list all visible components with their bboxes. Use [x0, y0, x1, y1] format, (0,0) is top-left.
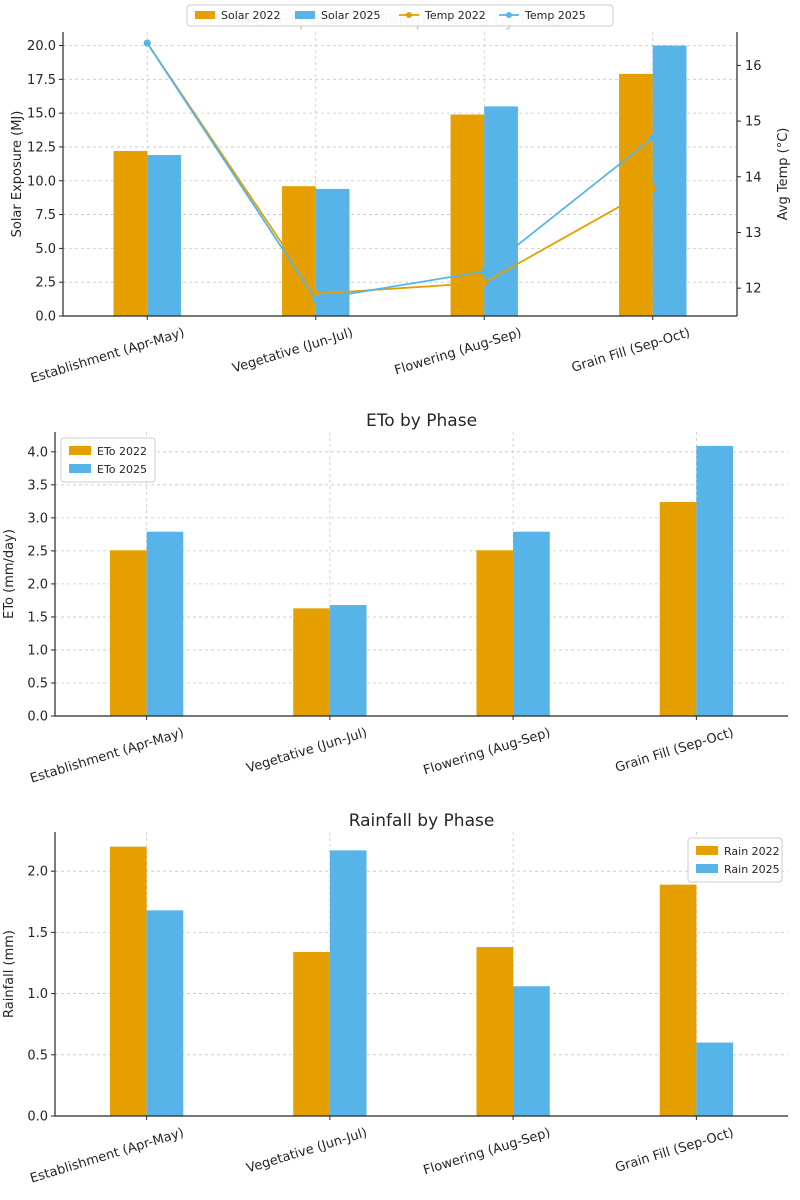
- y-tick-label: 0.5: [27, 676, 48, 691]
- y-tick-label: 2.5: [35, 276, 56, 291]
- y-tick-label: 2.0: [27, 865, 48, 880]
- y2-tick-label: 13: [745, 226, 762, 241]
- x-tick-label: Flowering (Aug-Sep): [422, 725, 553, 778]
- y-tick-label: 5.0: [35, 242, 56, 257]
- line-point: [312, 295, 320, 303]
- y2-tick-label: 15: [745, 115, 762, 130]
- y-tick-label: 20.0: [27, 39, 56, 54]
- legend: Solar 2022 Solar 2025 Temp 2022 Temp 2025: [186, 4, 614, 27]
- x-tick-label: Grain Fill (Sep-Oct): [613, 1125, 735, 1175]
- legend-label: Rain 2022: [724, 845, 780, 858]
- legend-swatch: [295, 11, 315, 19]
- y-axis-label: Solar Exposure (MJ): [10, 111, 25, 238]
- y-tick-label: 1.0: [27, 643, 48, 658]
- bar-rain-2022: [476, 947, 514, 1116]
- legend-swatch: [696, 846, 718, 855]
- y-tick-label: 0.5: [27, 1048, 48, 1063]
- y-tick-label: 0.0: [27, 710, 48, 725]
- x-tick-label: Establishment (Apr-May): [28, 1125, 185, 1186]
- bar-solar-2025: [652, 45, 687, 317]
- y2-tick-label: 12: [745, 282, 762, 297]
- bar-solar-2022: [619, 73, 653, 316]
- x-tick-label: Vegetative (Jun-Jul): [231, 325, 355, 376]
- y-tick-label: 3.5: [27, 478, 48, 493]
- legend-swatch-marker: [406, 12, 412, 18]
- y-tick-label: 3.0: [27, 511, 48, 526]
- y-axis-label: Rainfall (mm): [2, 930, 17, 1018]
- bar-eto-2025: [696, 445, 734, 716]
- y-tick-label: 1.5: [27, 926, 48, 941]
- line-point: [480, 267, 488, 275]
- bar-rain-2022: [659, 884, 697, 1116]
- bar-rain-2025: [696, 1042, 734, 1116]
- legend-label: Rain 2025: [724, 863, 780, 876]
- y-axis-label: ETo (mm/day): [2, 529, 17, 619]
- legend-swatch: [69, 464, 91, 473]
- y-tick-label: 4.0: [27, 445, 48, 460]
- legend: Rain 2022 Rain 2025: [687, 837, 783, 883]
- x-tick-label: Vegetative (Jun-Jul): [245, 725, 369, 776]
- line-temp-2022: [146, 42, 654, 295]
- x-tick-label: Flowering (Aug-Sep): [393, 325, 524, 378]
- y-tick-label: 17.5: [27, 73, 56, 88]
- bar-eto-2022: [476, 550, 514, 716]
- legend-label: Temp 2025: [524, 9, 586, 22]
- y-tick-label: 2.5: [27, 544, 48, 559]
- line-point: [480, 279, 488, 287]
- bar-rain-2022: [109, 846, 147, 1116]
- y-tick-label: 12.5: [27, 140, 56, 155]
- x-tick-label: Grain Fill (Sep-Oct): [613, 725, 735, 775]
- x-tick-label: Vegetative (Jun-Jul): [245, 1125, 369, 1176]
- legend-swatch: [696, 864, 718, 873]
- y2-tick-label: 16: [745, 59, 762, 74]
- bar-solar-2025: [484, 106, 518, 316]
- line-point: [649, 134, 657, 142]
- line-point: [143, 39, 151, 47]
- y-tick-label: 10.0: [27, 174, 56, 189]
- bar-eto-2025: [146, 531, 184, 716]
- y-tick-label: 0.0: [35, 310, 56, 325]
- bar-solar-2022: [113, 151, 148, 316]
- line-point: [649, 184, 657, 192]
- legend-label: Solar 2022: [221, 9, 281, 22]
- bar-rain-2025: [513, 986, 550, 1116]
- chart-2: 0.0 0.5 1.0 1.5 2.0 2.5 3.0 3.5 4.0 Establishment…: [2, 411, 788, 787]
- legend-label: Temp 2022: [424, 9, 486, 22]
- bar-rain-2022: [293, 951, 330, 1116]
- y-tick-label: 1.0: [27, 987, 48, 1002]
- legend-swatch: [69, 446, 91, 455]
- y-tick-label: 0.0: [27, 1110, 48, 1125]
- bar-solar-2025: [147, 155, 181, 316]
- bar-eto-2022: [109, 550, 147, 716]
- bar-eto-2025: [513, 531, 550, 716]
- legend-label: ETo 2022: [97, 445, 147, 458]
- legend-swatch-marker: [506, 12, 512, 18]
- chart-1: 0.0 2.5 5.0 7.5 10.0 12.5 15.0 17.5 20.0 12 13 14 15…: [10, 4, 791, 387]
- bar-rain-2025: [329, 850, 367, 1116]
- y2-tick-label: 14: [745, 170, 762, 185]
- x-tick-label: Flowering (Aug-Sep): [422, 1125, 553, 1178]
- bar-rain-2025: [146, 910, 184, 1116]
- x-tick-label: Establishment (Apr-May): [28, 725, 185, 786]
- y2-axis-label: Avg Temp (°C): [776, 128, 791, 221]
- y-tick-label: 1.5: [27, 610, 48, 625]
- bar-eto-2025: [329, 605, 367, 716]
- y-tick-label: 15.0: [27, 107, 56, 122]
- bar-eto-2022: [659, 502, 697, 716]
- legend: ETo 2022 ETo 2025: [60, 437, 156, 483]
- bar-solar-2022: [450, 114, 485, 316]
- legend-swatch: [195, 11, 215, 19]
- y-tick-label: 2.0: [27, 577, 48, 592]
- legend-label: Solar 2025: [321, 9, 381, 22]
- y-tick-label: 7.5: [35, 208, 56, 223]
- line-temp-2025: [146, 42, 654, 301]
- chart-title: ETo by Phase: [366, 411, 477, 431]
- chart-3: 0.0 0.5 1.0 1.5 2.0 Establishment (Apr-May) Ve…: [2, 811, 788, 1187]
- chart-title: Rainfall by Phase: [349, 811, 495, 831]
- legend-label: ETo 2025: [97, 463, 147, 476]
- bar-eto-2022: [293, 608, 330, 716]
- x-tick-label: Grain Fill (Sep-Oct): [570, 325, 692, 375]
- x-tick-label: Establishment (Apr-May): [29, 325, 186, 386]
